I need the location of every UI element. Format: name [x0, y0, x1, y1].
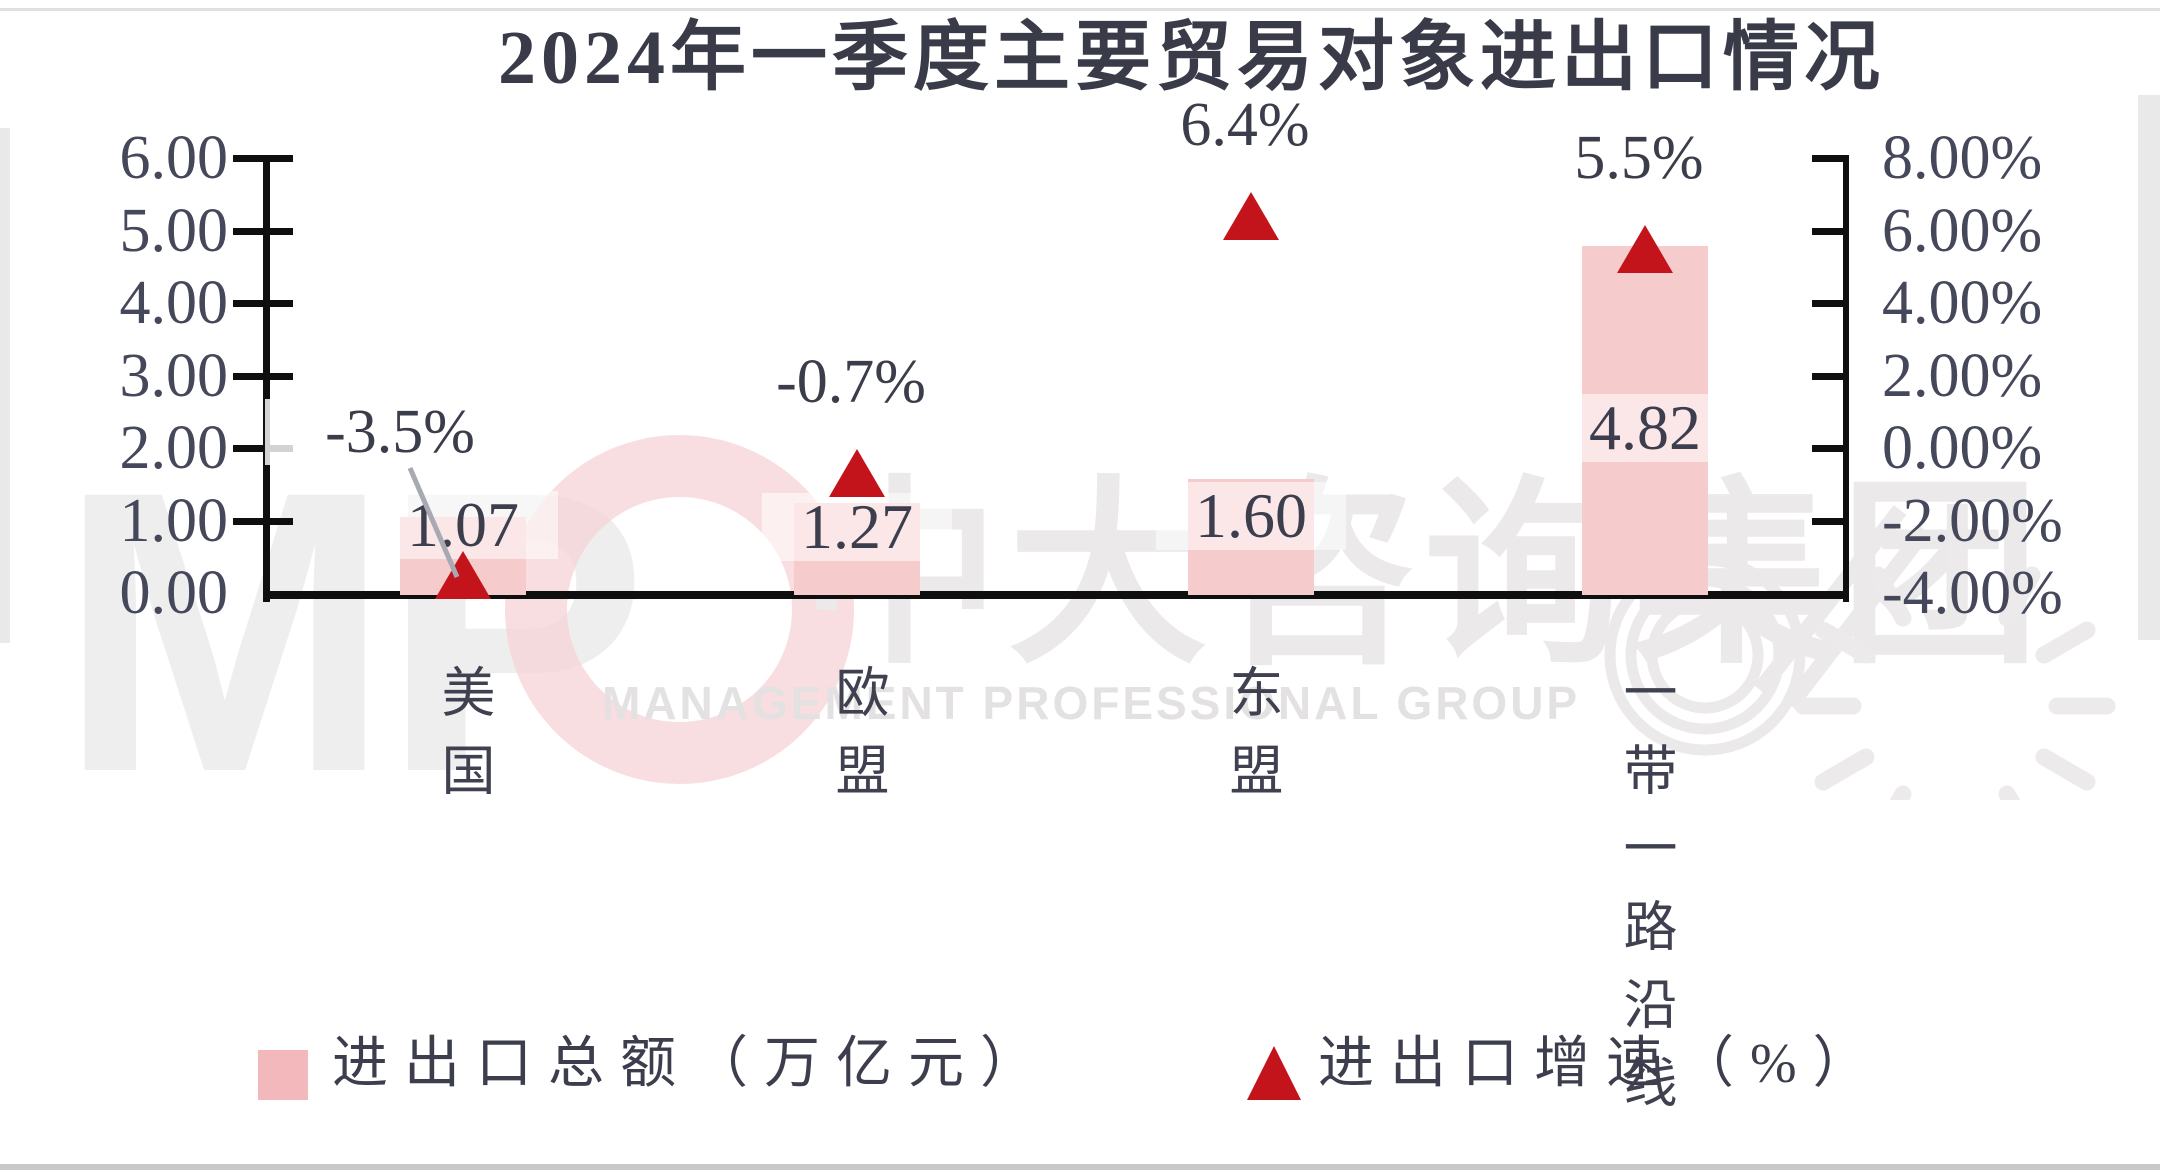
category-axis-label: 东盟	[1221, 664, 1281, 820]
left-axis-tick-label: 3.00	[119, 341, 229, 410]
right-axis-tick-label: 2.00%	[1882, 341, 2043, 410]
left-axis-tick-mark	[233, 155, 293, 162]
left-axis-tick-label: 5.00	[119, 196, 229, 265]
growth-triangle-marker	[435, 550, 491, 599]
bottom-border-line	[0, 1164, 2160, 1170]
left-axis-tick-label: 0.00	[119, 559, 229, 627]
growth-triangle-marker	[1223, 192, 1279, 241]
bar-value-label: 1.60	[1156, 482, 1346, 550]
legend-bar-label: 进出口总额（万亿元）	[332, 1033, 1052, 1095]
top-border-line	[0, 8, 2160, 11]
bar-value-label: 4.82	[1550, 394, 1740, 462]
right-axis-tick-label: 4.00%	[1882, 269, 2043, 337]
growth-triangle-marker	[1617, 224, 1673, 273]
left-axis-tick-label: 4.00	[119, 269, 229, 337]
watermark-starburst	[1794, 541, 2116, 800]
growth-triangle-marker	[829, 449, 885, 498]
left-edge-strip	[0, 128, 10, 643]
right-axis-tick-label: 8.00%	[1882, 124, 2043, 192]
category-axis-label: 欧盟	[827, 664, 887, 820]
right-axis-tick-label: -4.00%	[1882, 559, 2063, 627]
left-axis-tick-label: 2.00	[119, 414, 229, 482]
legend-triangle-marker	[1247, 1046, 1301, 1100]
left-axis-tick-label: 6.00	[119, 124, 229, 192]
right-axis-tick-mark	[1812, 372, 1846, 380]
growth-percent-label: 6.4%	[1110, 92, 1380, 159]
right-axis-tick-mark	[1812, 155, 1846, 162]
left-axis-tick-label: 1.00	[119, 486, 229, 555]
right-axis-tick-mark	[1812, 227, 1846, 235]
growth-percent-label: -3.5%	[265, 399, 535, 465]
left-axis-tick-mark	[233, 517, 293, 525]
right-axis-line	[1843, 155, 1849, 602]
right-axis-tick-mark	[1812, 300, 1846, 307]
legend-bar-swatch	[258, 1050, 308, 1100]
chart-title: 2024年一季度主要贸易对象进出口情况	[498, 16, 1885, 100]
right-axis-tick-label: 6.00%	[1882, 196, 2043, 265]
right-axis-tick-mark	[1812, 517, 1846, 525]
left-axis-tick-mark	[233, 445, 293, 452]
bar-value-label: 1.27	[762, 493, 952, 561]
legend-growth-label: 进出口增速（%）	[1318, 1033, 1885, 1095]
bottom-axis-line	[263, 591, 1849, 599]
left-axis-tick-mark	[233, 300, 293, 307]
right-axis-tick-label: 0.00%	[1882, 414, 2043, 482]
growth-percent-label: 5.5%	[1504, 124, 1774, 191]
left-axis-tick-mark	[233, 227, 293, 235]
left-axis-tick-mark	[233, 372, 293, 380]
category-axis-label: 一带一路沿线	[1615, 664, 1675, 1132]
right-axis-tick-label: -2.00%	[1882, 486, 2063, 555]
right-axis-tick-mark	[1812, 445, 1846, 452]
watermark-en-text: MANAGEMENT PROFESSIONAL GROUP	[602, 677, 1581, 729]
right-edge-strip	[2138, 95, 2160, 640]
growth-percent-label: -0.7%	[716, 349, 986, 416]
category-axis-label: 美国	[433, 664, 493, 820]
